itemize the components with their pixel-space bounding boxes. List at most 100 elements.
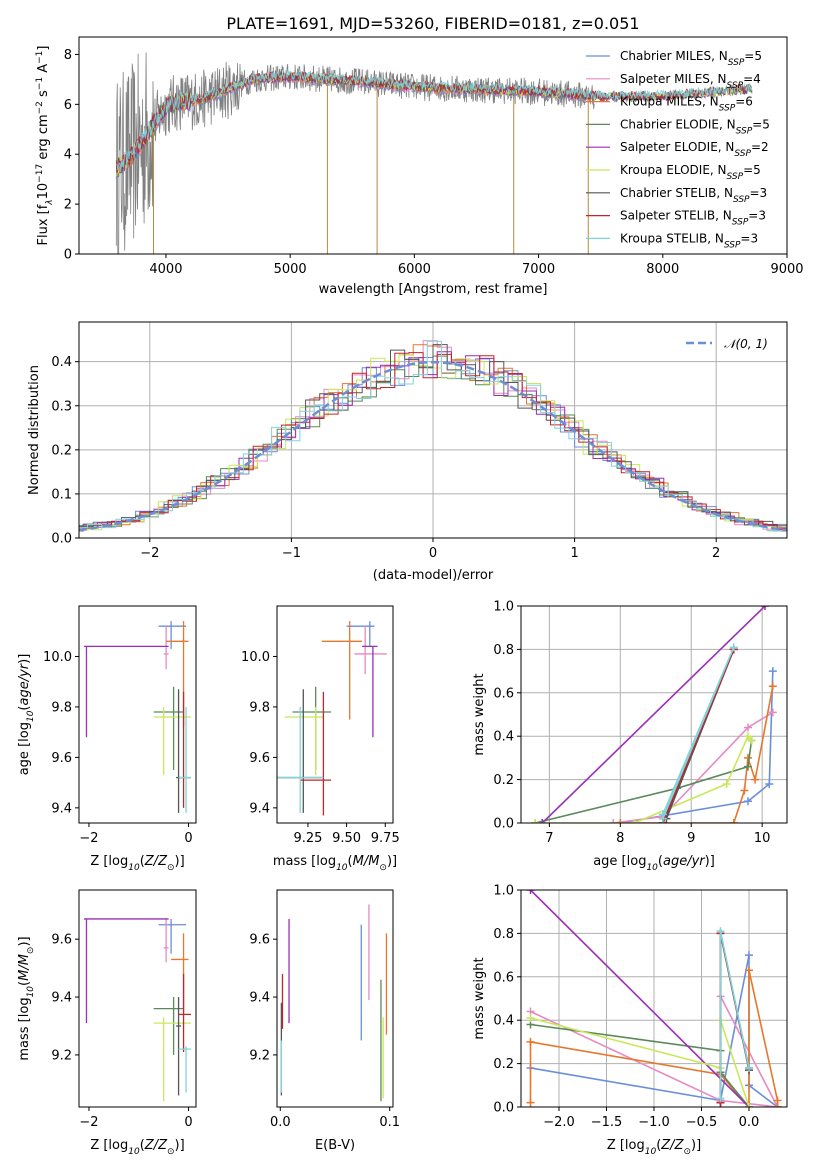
y-axis-label: Flux [fλ10−17 erg cm−2 s−1 A−1]: [35, 46, 55, 246]
legend-entry: Salpeter ELODIE, NSSP=2: [620, 140, 769, 159]
weight-marker-kroupa-miles: [526, 1037, 535, 1046]
x-tick-label: 0: [184, 1115, 192, 1130]
y-tick-label: 0.2: [493, 1057, 514, 1072]
weight-marker-kroupa-elodie: [747, 736, 756, 745]
x-tick-label: 8: [616, 831, 624, 846]
x-tick-label: −2: [79, 831, 98, 846]
weight-marker-chabrier-miles: [745, 951, 753, 960]
y-tick-label: 9.2: [51, 1048, 72, 1063]
x-axis-label: Z [log10(Z/Z⊙)]: [90, 854, 184, 873]
weight-marker-kroupa-stelib: [729, 643, 738, 652]
mass-vs-EBV-plot-area: [280, 904, 388, 1102]
y-tick-label: 0.4: [493, 730, 514, 745]
weight-marker-chabrier-miles: [768, 667, 777, 676]
legend-entry: 𝒩(0, 1): [724, 337, 768, 351]
y-tick-label: 0.3: [51, 399, 72, 414]
weight-marker-kroupa-miles: [751, 775, 760, 784]
weight-line-kroupa-miles: [620, 686, 774, 823]
y-tick-label: 9.6: [51, 751, 72, 766]
weight-vs-age-panel: 7 8 9 10 0.0 0.2 0.4 0.6 0.8 1.0 age [log10(age/yr…: [472, 600, 788, 873]
y-tick-label: 9.4: [249, 991, 270, 1006]
x-axis-label: E(B-V): [315, 1138, 355, 1153]
y-axis-label: mass [log10(M/M⊙)]: [17, 936, 36, 1060]
x-tick-label: 0.0: [739, 1115, 760, 1130]
mass-vs-Z-panel: −2 0 9.2 9.4 9.6 Z [log10(Z/Z⊙)] mass [log10(M…: [17, 889, 197, 1157]
x-tick-label: 0: [184, 831, 192, 846]
x-tick-label: 4000: [149, 262, 182, 277]
age-vs-mass-panel: 9.25 9.50 9.75 9.4 9.6 9.8 10.0 mass [log10(M/M…: [241, 605, 400, 873]
x-tick-label: −0.5: [686, 1115, 718, 1130]
histogram-chabrier-stelib: [79, 344, 787, 533]
age-vs-Z-plot-area: [83, 621, 192, 813]
y-tick-label: 0.8: [493, 643, 514, 658]
mass-vs-Z-plot-area: [83, 918, 192, 1102]
residuals-panel: −2 −1 0 1 2 0.0 0.1 0.2 0.3 0.4 (data-model)/error…: [27, 321, 788, 583]
weight-marker-kroupa-stelib: [716, 1094, 725, 1103]
histogram-salpeter-stelib: [79, 352, 787, 529]
x-tick-label: −2: [140, 546, 159, 561]
y-tick-label: 9.6: [249, 751, 270, 766]
weight-marker-kroupa-miles: [743, 753, 752, 762]
figure-title: PLATE=1691, MJD=53260, FIBERID=0181, z=0…: [226, 14, 639, 33]
weight-vs-Z-panel: −2.0 −1.5 −1.0 −0.5 0.0 0.0 0.2 0.4 0.6 0.8 1.0 Z […: [472, 884, 788, 1157]
axes-frame: [520, 889, 788, 1108]
x-axis-label: wavelength [Angstrom, rest frame]: [319, 282, 548, 297]
weight-marker-chabrier-miles: [743, 797, 752, 806]
spectrum-legend: Chabrier MILES, NSSP=5 Salpeter MILES, NS…: [586, 49, 770, 250]
y-axis-label: mass weight: [472, 673, 487, 755]
histogram-kroupa-elodie: [79, 354, 787, 531]
x-axis-label: mass [log10(M/M⊙)]: [273, 854, 397, 873]
weight-line-kroupa-stelib: [662, 646, 735, 820]
axes-frame: [78, 321, 788, 539]
legend-entry: Salpeter MILES, NSSP=4: [620, 72, 761, 91]
weight-marker-salpeter-miles: [768, 708, 777, 717]
legend-entry: Salpeter STELIB, NSSP=3: [620, 209, 766, 228]
x-tick-label: 8000: [646, 262, 679, 277]
weight-marker-salpeter-elodie: [538, 819, 547, 823]
weight-marker-kroupa-elodie: [630, 819, 639, 823]
spectrum-panel: 4000 5000 6000 7000 8000 9000 0 2 4 6 8 wavelength …: [35, 36, 804, 297]
x-tick-label: 5000: [274, 262, 307, 277]
y-tick-label: 9.4: [51, 991, 72, 1006]
axes-frame: [276, 605, 394, 824]
y-tick-label: 0.4: [493, 1014, 514, 1029]
y-tick-label: 9.6: [249, 933, 270, 948]
y-tick-label: 0.2: [51, 443, 72, 458]
y-tick-label: 9.4: [51, 801, 72, 816]
axes-frame: [78, 889, 197, 1108]
model-spectrum-kroupa-stelib: [116, 69, 753, 173]
y-tick-label: 0: [64, 248, 72, 263]
legend-entry: Chabrier MILES, NSSP=5: [620, 49, 762, 68]
weight-marker-kroupa-elodie: [531, 819, 540, 823]
y-tick-label: 0.8: [493, 927, 514, 942]
x-tick-label: −2.0: [543, 1115, 575, 1130]
y-axis-label: age [log10(age/yr)]: [17, 654, 36, 776]
x-tick-label: −1.5: [591, 1115, 623, 1130]
y-axis-label: Normed distribution: [27, 365, 42, 495]
y-axis-label: mass weight: [472, 957, 487, 1039]
y-tick-label: 0.4: [51, 355, 72, 370]
y-tick-label: 0.6: [493, 686, 514, 701]
y-tick-label: 6: [64, 98, 72, 113]
y-tick-label: 9.8: [51, 700, 72, 715]
x-tick-label: −1: [282, 546, 301, 561]
legend-entry: Kroupa STELIB, NSSP=3: [620, 231, 758, 250]
y-tick-label: 8: [64, 48, 72, 63]
y-tick-label: 0.0: [51, 532, 72, 547]
spectrum-plot-area: [115, 52, 753, 254]
y-tick-label: 10.0: [43, 650, 72, 665]
legend-entry: Kroupa MILES, NSSP=6: [620, 95, 753, 114]
normal-distribution-curve: [79, 360, 787, 532]
axes-frame: [78, 36, 788, 255]
weight-marker-kroupa-miles: [745, 966, 753, 975]
legend-entry: Chabrier STELIB, NSSP=3: [620, 186, 767, 205]
axes-frame: [276, 889, 394, 1108]
x-tick-label: 9.75: [371, 831, 400, 846]
y-tick-label: 0.0: [493, 1101, 514, 1116]
weight-marker-salpeter-miles: [609, 819, 618, 823]
weight-marker-kroupa-elodie: [743, 732, 752, 741]
y-tick-label: 9.2: [249, 1048, 270, 1063]
weight-vs-Z-plot-area: [526, 890, 782, 1107]
weight-marker-kroupa-elodie: [722, 779, 731, 788]
age-vs-Z-panel: −2 0 9.4 9.6 9.8 10.0 Z [log10(Z/Z⊙)] age [log1…: [17, 605, 197, 873]
